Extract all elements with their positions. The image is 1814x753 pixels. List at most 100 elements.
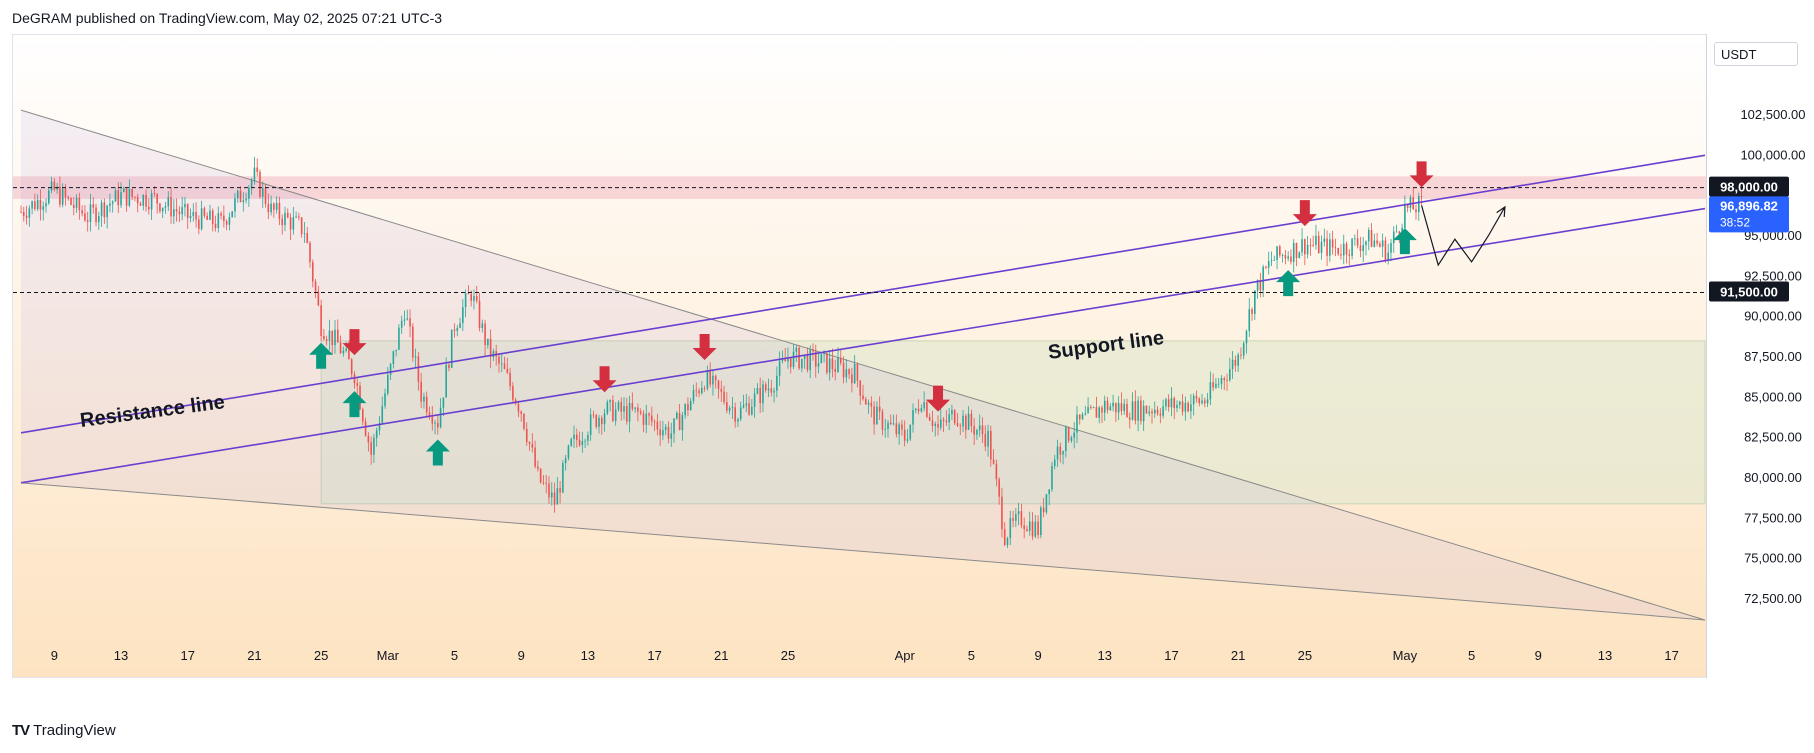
candle xyxy=(403,310,406,326)
candle xyxy=(762,380,764,412)
candle-body xyxy=(1381,240,1384,247)
candle xyxy=(956,413,959,428)
candle xyxy=(548,476,550,504)
candle-body xyxy=(1259,280,1262,291)
price-chart[interactable]: Resistance line Support line 9 13 17 21 25 Ma… xyxy=(13,35,1709,677)
candle xyxy=(1417,192,1420,221)
candle xyxy=(876,401,878,425)
candle-body xyxy=(1417,196,1420,213)
level-label-box xyxy=(1709,281,1789,302)
candle xyxy=(714,374,717,389)
candle xyxy=(161,207,164,219)
candle xyxy=(562,460,564,494)
candle xyxy=(1198,397,1201,407)
candle xyxy=(325,335,328,346)
candle-body xyxy=(884,428,887,430)
candle-body xyxy=(895,423,898,435)
candle xyxy=(253,156,256,185)
candle-body xyxy=(1329,239,1331,256)
candle xyxy=(909,424,912,442)
candle-body xyxy=(34,201,36,210)
candle-body xyxy=(278,202,281,219)
candle-body xyxy=(853,363,856,384)
price-axis-tick: 82,500.00 xyxy=(1744,430,1802,445)
candle-body xyxy=(548,483,550,498)
candle xyxy=(75,194,78,213)
candle xyxy=(34,193,36,211)
candle-body xyxy=(1295,242,1298,258)
candle xyxy=(831,348,834,378)
candle-body xyxy=(148,206,150,210)
sell-signal-arrow-icon xyxy=(926,385,951,412)
candle-body xyxy=(206,215,208,220)
candle-body xyxy=(1317,235,1320,254)
candle xyxy=(965,413,967,439)
time-axis-tick: Apr xyxy=(895,648,916,663)
candle xyxy=(1009,510,1012,546)
candle xyxy=(1195,390,1198,403)
chart-pane[interactable]: Resistance line Support line 9 13 17 21 25 Ma… xyxy=(12,34,1710,678)
candle xyxy=(470,290,472,307)
candle-body xyxy=(153,193,156,195)
candle-body xyxy=(1128,417,1131,420)
candle-body xyxy=(559,488,561,493)
candle xyxy=(1023,517,1025,539)
candle xyxy=(870,396,873,418)
candle-body xyxy=(356,383,359,386)
candle-body xyxy=(1087,406,1089,414)
candle-body xyxy=(787,357,789,362)
candle-body xyxy=(503,363,506,369)
candle-body xyxy=(1256,280,1259,291)
candle xyxy=(759,377,761,413)
candle-body xyxy=(450,329,453,368)
candle-body xyxy=(1248,309,1251,331)
candle xyxy=(1156,405,1159,416)
candle xyxy=(898,422,900,445)
candle-body xyxy=(131,189,133,197)
candle-body xyxy=(606,402,609,414)
candle-body xyxy=(1140,400,1142,422)
candle xyxy=(712,370,714,396)
candle-body xyxy=(523,413,525,429)
footer-brand[interactable]: TradingView xyxy=(33,722,116,739)
candle xyxy=(370,436,372,465)
candle xyxy=(1242,341,1245,360)
candle xyxy=(1115,402,1117,422)
candle xyxy=(284,206,286,232)
candle xyxy=(1076,406,1078,443)
candle-body xyxy=(539,468,542,483)
candle xyxy=(109,193,111,213)
candle-body xyxy=(731,407,734,409)
candle-body xyxy=(976,429,978,435)
candle-body xyxy=(123,188,125,193)
candle xyxy=(217,206,220,233)
candle xyxy=(1017,502,1020,526)
candle-body xyxy=(1031,521,1034,537)
candle-body xyxy=(453,329,456,331)
candle-body xyxy=(45,203,47,207)
candle xyxy=(398,324,400,351)
candle xyxy=(78,192,81,220)
candle xyxy=(1045,494,1048,515)
candle xyxy=(89,193,92,232)
candle xyxy=(28,205,31,227)
candle xyxy=(1153,401,1156,419)
candle xyxy=(1323,228,1326,247)
candle xyxy=(1073,422,1075,449)
candle xyxy=(378,416,381,436)
currency-selector[interactable]: USDT xyxy=(1714,42,1798,66)
candle-body xyxy=(387,374,389,394)
candle-body xyxy=(364,421,367,436)
price-axis[interactable]: 102,500.00 100,000.00 95,000.00 92,500.00 90… xyxy=(1706,34,1814,678)
candle xyxy=(653,419,656,432)
candle-body xyxy=(125,188,128,206)
candle xyxy=(1081,412,1084,420)
candle-body xyxy=(923,402,925,409)
candle xyxy=(798,345,800,371)
candle-body xyxy=(428,412,431,418)
time-axis-tick: 5 xyxy=(451,648,458,663)
candle xyxy=(1067,426,1070,444)
candle xyxy=(395,349,397,357)
candle xyxy=(306,226,309,244)
candle xyxy=(1051,461,1053,492)
